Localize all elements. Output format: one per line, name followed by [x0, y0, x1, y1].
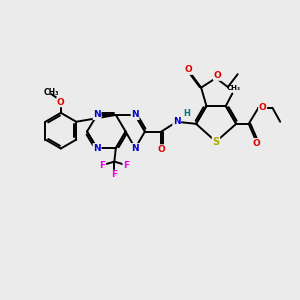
- Text: O: O: [158, 145, 165, 154]
- Text: F: F: [99, 161, 106, 170]
- Text: N: N: [173, 117, 181, 126]
- Text: O: O: [214, 71, 221, 80]
- Text: S: S: [212, 137, 220, 147]
- Text: N: N: [131, 110, 139, 119]
- Text: CH₃: CH₃: [44, 88, 59, 97]
- Text: O: O: [252, 139, 260, 148]
- Text: O: O: [57, 98, 65, 106]
- Text: F: F: [111, 170, 117, 179]
- Text: CH₃: CH₃: [227, 85, 241, 91]
- Text: H: H: [184, 109, 190, 118]
- Text: O: O: [185, 65, 193, 74]
- Text: F: F: [123, 161, 129, 170]
- Text: O: O: [259, 103, 266, 112]
- Text: N: N: [93, 144, 101, 153]
- Text: N: N: [93, 110, 101, 119]
- Text: N: N: [131, 144, 139, 153]
